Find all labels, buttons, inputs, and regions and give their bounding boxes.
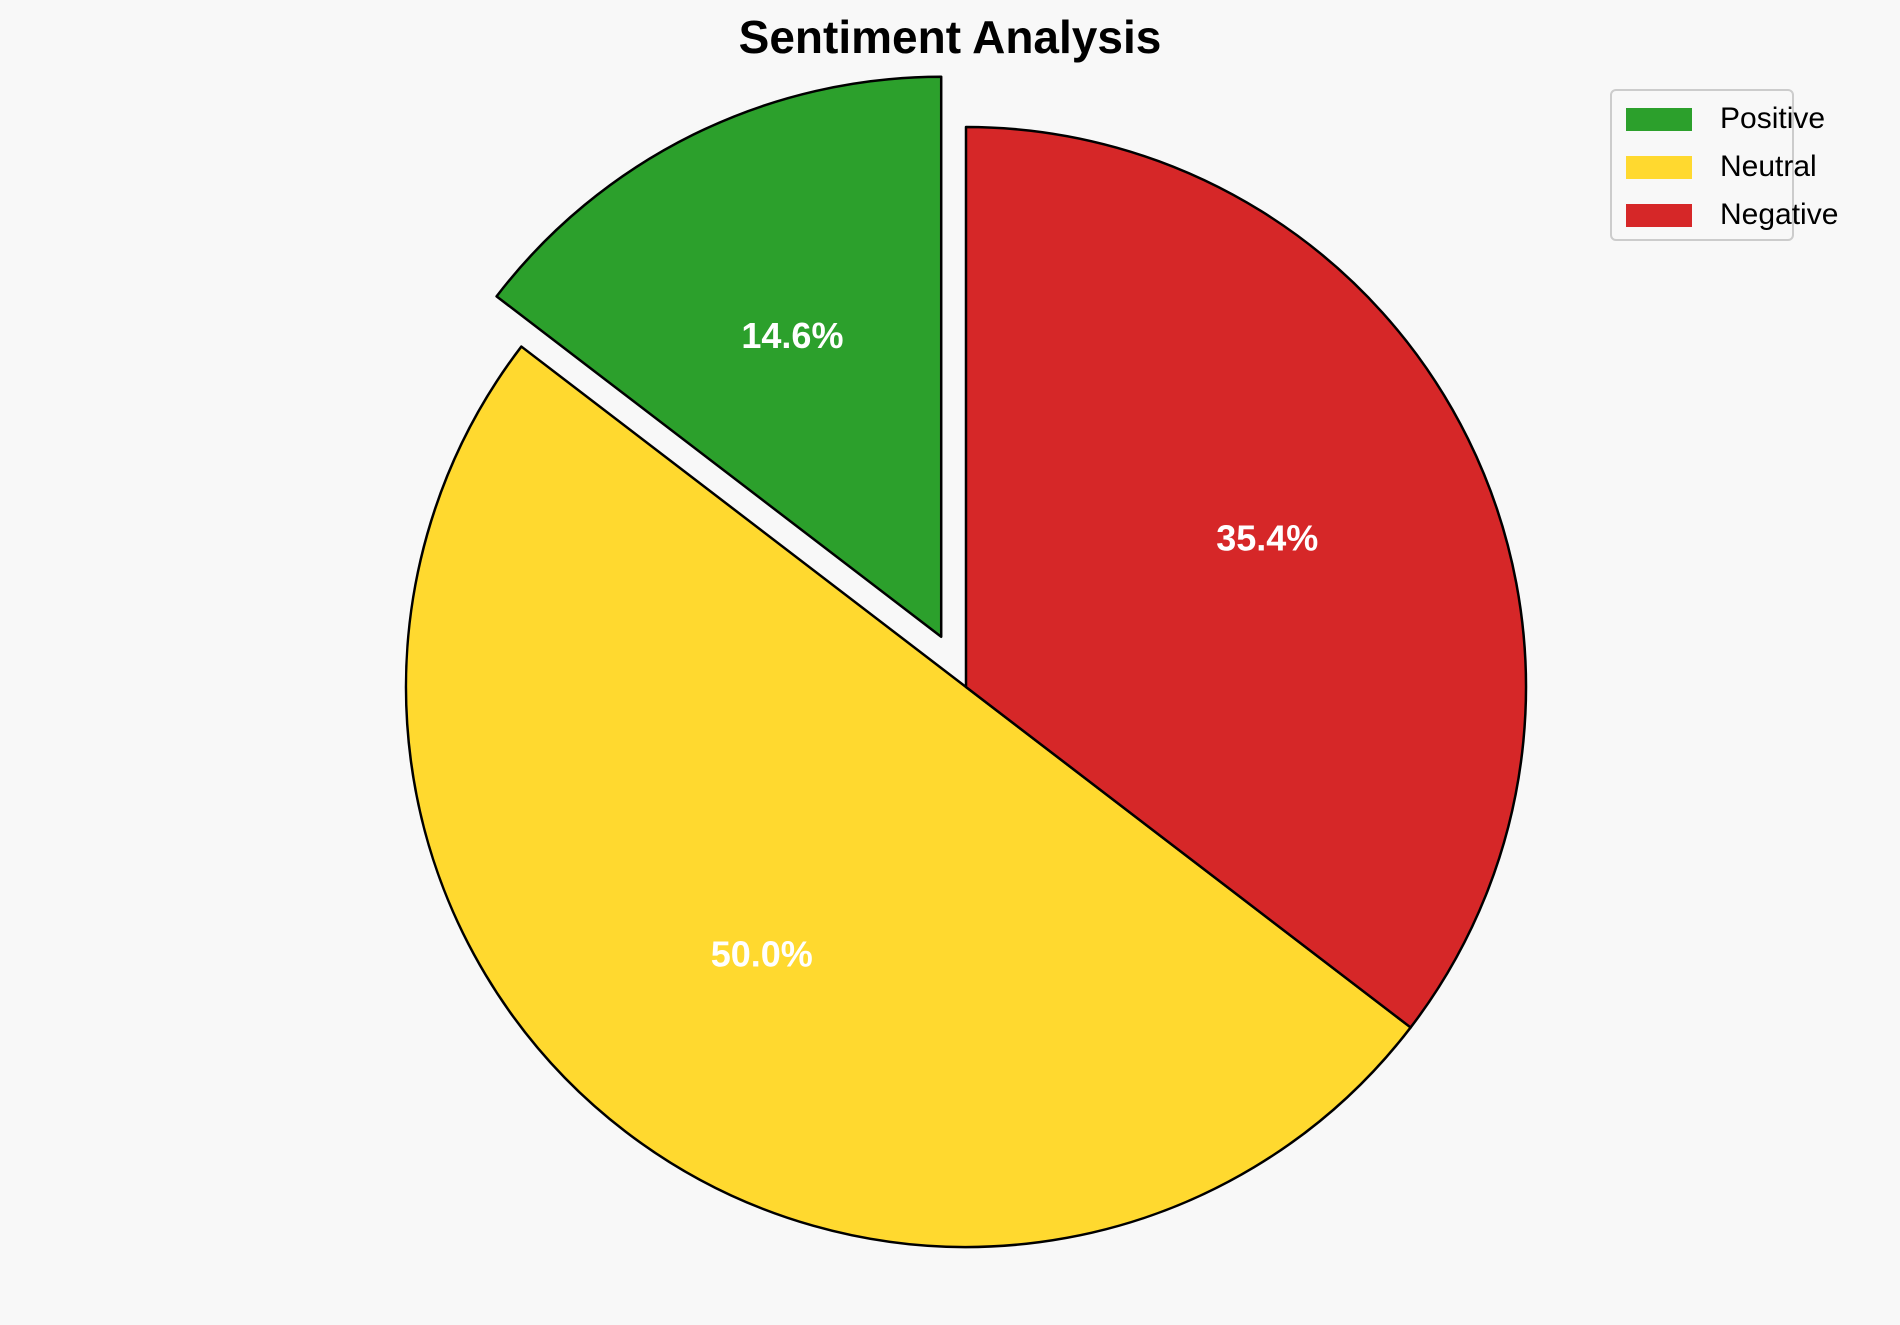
pie-slice-positive (495, 75, 943, 639)
legend-label-negative: Negative (1720, 198, 1839, 231)
legend-item-positive: Positive (1626, 99, 1825, 139)
pie-slice-neutral (406, 347, 1411, 1247)
chart-title: Sentiment Analysis (738, 11, 1162, 63)
pie-label-neutral: 50.0% (711, 933, 813, 974)
legend-swatch-positive (1626, 107, 1692, 131)
legend-item-neutral: Neutral (1626, 147, 1817, 187)
pie-label-positive: 14.6% (741, 315, 843, 356)
legend-label-positive: Positive (1720, 102, 1826, 135)
legend-item-negative: Negative (1626, 195, 1838, 235)
legend-swatch-negative (1626, 203, 1692, 227)
legend-label-neutral: Neutral (1720, 150, 1817, 183)
pie-slice-negative (964, 125, 1528, 1029)
legend: Positive Neutral Negative (1610, 89, 1838, 241)
pie-label-negative: 35.4% (1216, 518, 1318, 559)
legend-swatch-neutral (1626, 155, 1692, 179)
